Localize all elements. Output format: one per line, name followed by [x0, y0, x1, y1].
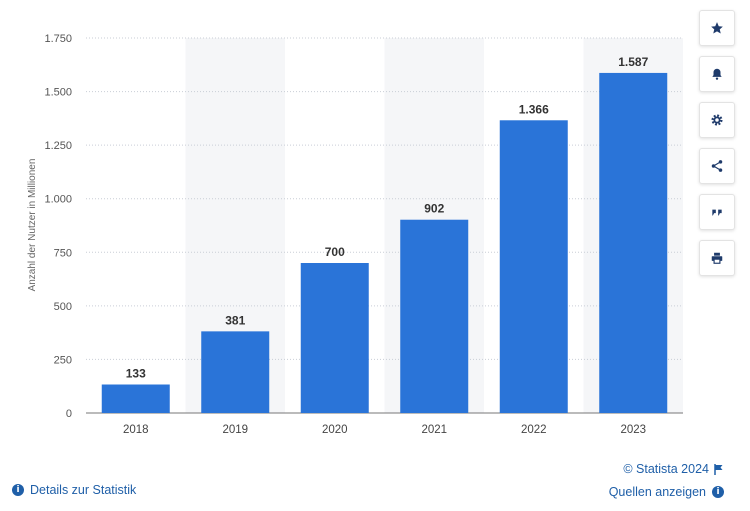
y-tick-label: 1.000 [44, 194, 72, 206]
copyright-statista[interactable]: © Statista 2024 [623, 462, 724, 476]
bar-value-label: 381 [225, 313, 245, 327]
gridline-layer [86, 37, 683, 414]
y-axis-title: Anzahl der Nutzer in Millionen [27, 159, 38, 292]
flag-icon [714, 463, 723, 475]
y-tick-label: 0 [66, 408, 72, 420]
bar-value-label: 902 [424, 202, 444, 216]
bar-value-label: 1.587 [618, 55, 648, 69]
notification-button[interactable] [699, 56, 735, 92]
share-icon [711, 160, 723, 172]
print-button[interactable] [699, 240, 735, 276]
bar[interactable] [101, 384, 170, 414]
details-link-label: Details zur Statistik [30, 483, 137, 497]
y-tick-label: 1.500 [44, 87, 72, 99]
settings-button[interactable] [699, 102, 735, 138]
print-icon [711, 252, 723, 264]
sources-link[interactable]: Quellen anzeigen i [609, 485, 724, 499]
y-tick-label: 500 [54, 301, 72, 313]
star-icon [711, 22, 723, 34]
favorite-button[interactable] [699, 10, 735, 46]
bar-layer [101, 72, 668, 414]
copyright-text: © Statista 2024 [623, 462, 709, 476]
bar-value-label: 133 [126, 367, 146, 381]
bar[interactable] [599, 72, 668, 413]
info-icon: i [712, 486, 724, 498]
bar[interactable] [201, 331, 270, 413]
gear-icon [711, 114, 723, 126]
x-tick-label: 2023 [620, 424, 646, 436]
side-toolbar [699, 10, 735, 286]
bar-chart: 0 250 500 750 1.000 1.250 1.500 1.750 133 2018 381… [27, 33, 683, 436]
x-tick-label: 2021 [421, 424, 447, 436]
quote-icon [712, 209, 722, 216]
bar[interactable] [400, 219, 469, 413]
cite-button[interactable] [699, 194, 735, 230]
bar-value-label: 1.366 [519, 102, 549, 116]
bar[interactable] [499, 120, 568, 414]
bar[interactable] [300, 263, 369, 413]
y-tick-label: 1.250 [44, 140, 72, 152]
label-layer: 0 250 500 750 1.000 1.250 1.500 1.750 133 2018 381… [44, 33, 648, 436]
x-tick-label: 2020 [322, 424, 348, 436]
y-tick-label: 750 [54, 247, 72, 259]
x-tick-label: 2018 [123, 424, 149, 436]
y-tick-label: 1.750 [44, 33, 72, 45]
bell-icon [712, 68, 722, 80]
sources-link-label: Quellen anzeigen [608, 485, 706, 499]
details-link[interactable]: i Details zur Statistik [12, 483, 136, 497]
bar-value-label: 700 [325, 245, 345, 259]
info-icon: i [12, 484, 24, 496]
x-tick-label: 2022 [521, 424, 547, 436]
x-tick-label: 2019 [222, 424, 248, 436]
y-tick-label: 250 [54, 354, 72, 366]
share-button[interactable] [699, 148, 735, 184]
